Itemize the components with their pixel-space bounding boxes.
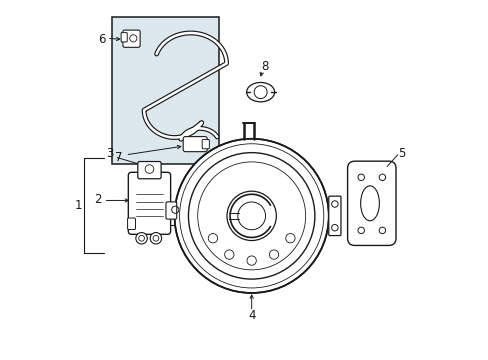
FancyBboxPatch shape	[165, 202, 176, 219]
Text: 6: 6	[98, 33, 105, 46]
Ellipse shape	[246, 82, 274, 102]
Text: 5: 5	[397, 147, 404, 160]
Text: 2: 2	[94, 193, 102, 206]
Text: 8: 8	[261, 60, 268, 73]
Text: 4: 4	[247, 309, 255, 322]
Circle shape	[174, 139, 328, 293]
FancyBboxPatch shape	[112, 17, 219, 164]
FancyBboxPatch shape	[128, 172, 170, 234]
FancyBboxPatch shape	[122, 30, 140, 47]
FancyBboxPatch shape	[127, 218, 135, 229]
Circle shape	[136, 233, 147, 244]
Text: 3: 3	[106, 147, 114, 160]
FancyBboxPatch shape	[121, 33, 127, 42]
FancyBboxPatch shape	[328, 196, 340, 235]
FancyBboxPatch shape	[183, 136, 207, 152]
FancyBboxPatch shape	[347, 161, 395, 246]
FancyBboxPatch shape	[138, 162, 161, 179]
FancyBboxPatch shape	[202, 139, 209, 149]
Circle shape	[150, 233, 162, 244]
Text: 7: 7	[115, 151, 122, 164]
Text: 1: 1	[74, 199, 81, 212]
